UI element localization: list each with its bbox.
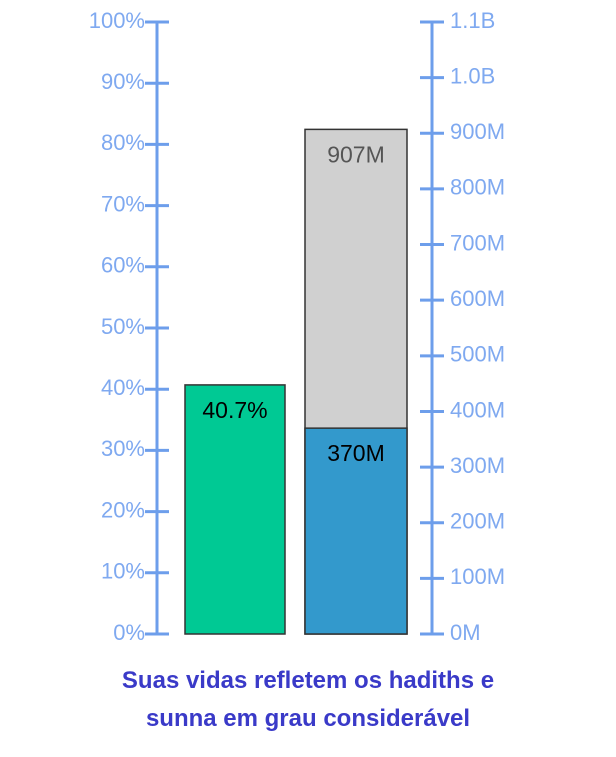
y-tick-label: 100% — [89, 8, 145, 33]
y2-tick-label: 1.0B — [450, 63, 495, 88]
y-tick-label: 40% — [101, 375, 145, 400]
chart: 0% 10% 20% 30% 40% 50% 60% 70% 80% 90% 100% 0M 100M 2… — [89, 8, 505, 645]
y2-tick-label: 400M — [450, 397, 505, 422]
y2-tick-label: 800M — [450, 175, 505, 200]
y2-tick-label: 300M — [450, 453, 505, 478]
bar — [304, 427, 408, 635]
y-tick-label: 10% — [101, 559, 145, 584]
y-tick-label: 70% — [101, 191, 145, 216]
y-tick-label: 80% — [101, 130, 145, 155]
y-tick-label: 20% — [101, 497, 145, 522]
chart-title: Suas vidas refletem os hadiths e sunna e… — [121, 667, 495, 732]
y2-tick-label: 600M — [450, 286, 505, 311]
bar-value-label: 370M — [327, 440, 385, 466]
y2-tick-label: 500M — [450, 342, 505, 367]
y-tick-label: 90% — [101, 69, 145, 94]
y2-tick-label: 200M — [450, 509, 505, 534]
y-tick-label: 50% — [101, 314, 145, 339]
bar-value-label: 40.7% — [202, 397, 267, 423]
bar-value-label: 907M — [327, 141, 385, 167]
y2-tick-label: 900M — [450, 119, 505, 144]
y2-tick-label: 0M — [450, 620, 481, 645]
bar — [184, 384, 286, 635]
y-tick-label: 60% — [101, 253, 145, 278]
y2-tick-label: 700M — [450, 230, 505, 255]
y-tick-label: 30% — [101, 436, 145, 461]
y2-tick-label: 1.1B — [450, 8, 495, 33]
y2-tick-label: 100M — [450, 564, 505, 589]
y-tick-label: 0% — [113, 620, 145, 645]
